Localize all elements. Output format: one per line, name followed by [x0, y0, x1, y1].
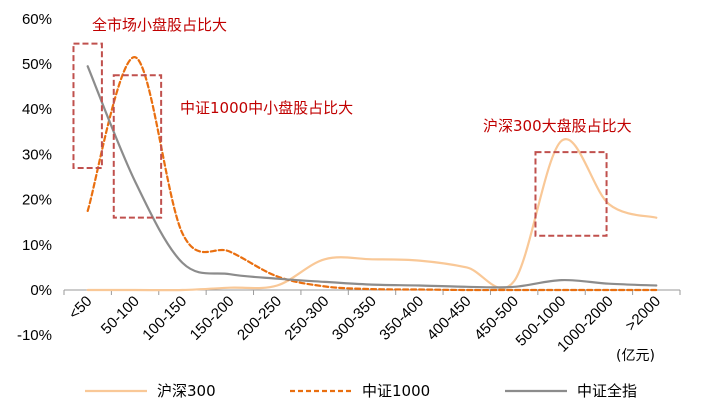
legend-label: 中证1000 [362, 382, 430, 400]
annotation-label: 沪深300大盘股占比大 [483, 117, 632, 135]
x-tick-label: 150-200 [187, 293, 238, 344]
annotation-label: 中证1000中小盘股占比大 [180, 99, 353, 117]
y-tick-label: 10% [22, 237, 52, 254]
y-tick-label: 40% [22, 101, 52, 118]
x-tick-label: <50 [66, 293, 96, 323]
x-tick-label: 400-450 [424, 293, 475, 344]
x-tick-label: 300-350 [329, 293, 380, 344]
axes: -10% 0% 10% 20% 30% 40% 50% 60% <50 50-100100-150… [17, 11, 681, 356]
annotation-box [112, 74, 163, 219]
series-line-0 [86, 138, 658, 292]
x-tick-label: 50-100 [98, 293, 143, 338]
y-tick-label: -10% [17, 327, 52, 344]
legend: 沪深300 中证1000 中证全指 [85, 382, 637, 400]
y-tick-label: 20% [22, 192, 52, 209]
y-tick-label: 0% [30, 282, 52, 299]
series-line-2 [86, 65, 658, 289]
annotation-label: 全市场小盘股占比大 [92, 16, 227, 34]
x-tick-label: 250-300 [281, 293, 332, 344]
x-tick-label: 350-400 [376, 293, 427, 344]
legend-label: 中证全指 [577, 382, 637, 400]
annotation-box [72, 42, 103, 169]
x-tick-label: 200-250 [234, 293, 285, 344]
annotation-box [534, 151, 608, 237]
y-tick-label: 30% [22, 146, 52, 163]
series-line-1 [86, 56, 658, 292]
x-tick-label: >2000 [622, 293, 664, 335]
y-tick-label: 60% [22, 11, 52, 28]
y-tick-label: 50% [22, 56, 52, 73]
legend-label: 沪深300 [157, 382, 216, 400]
x-tick-label: 100-150 [139, 293, 190, 344]
series-lines [86, 56, 658, 292]
x-axis-unit-label: (亿元) [616, 348, 655, 364]
